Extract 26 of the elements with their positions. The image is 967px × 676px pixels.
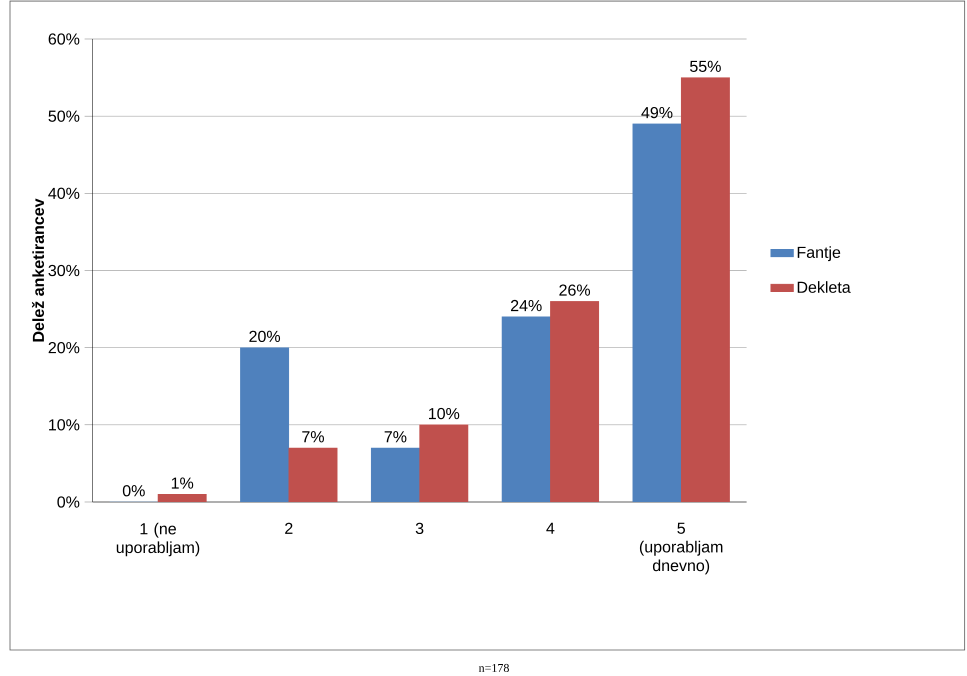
x-tick-label: 4 [546,522,554,534]
data-label: 7% [302,430,324,442]
data-label: 10% [429,408,460,419]
legend-label: Fantje [798,246,840,261]
data-label: 49% [641,106,672,118]
x-tick-label: 1 (ne uporabljam) [116,522,200,556]
y-tick-label: 10% [49,418,80,430]
data-label: 55% [690,60,721,72]
y-tick-label: 30% [48,264,80,276]
x-tick-label: 2 [285,522,292,534]
data-label: 20% [249,330,280,342]
legend-label: Dekleta [798,280,851,293]
y-tick-label: 50% [48,110,80,122]
data-label: 1% [172,477,194,488]
data-label: 26% [559,284,590,296]
y-tick-label: 60% [48,33,80,44]
y-axis-title: Delež anketirancev [32,198,44,342]
data-label: 7% [384,430,406,442]
y-tick-label: 20% [48,342,80,354]
y-tick-label: 0% [57,496,80,508]
text: n=178 [478,664,509,672]
data-label: 24% [510,300,542,311]
y-tick-label: 40% [48,187,80,199]
data-label: 0% [122,484,145,496]
x-tick-label: 3 [416,522,424,534]
x-tick-label: 5 (uporabljam dnevno) [640,522,722,574]
